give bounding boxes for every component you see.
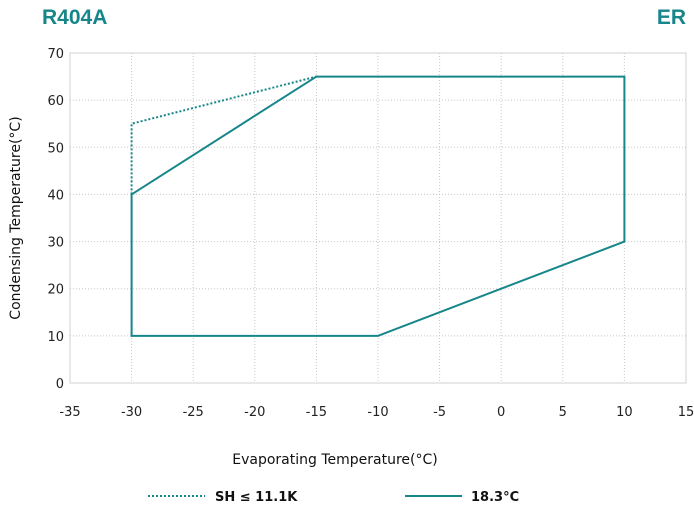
x-axis-label: Evaporating Temperature(°C)	[232, 452, 437, 468]
x-tick-label: -25	[183, 405, 204, 420]
y-tick-labels: 0 10 20 30 40 50 60 70	[47, 47, 64, 392]
series-line-envelope	[130, 75, 626, 337]
model-label: ER	[656, 6, 686, 29]
refrigerant-title: R404A	[42, 6, 108, 29]
x-tick-label: -35	[59, 405, 80, 420]
x-tick-label: -5	[433, 405, 446, 420]
y-tick-label: 10	[47, 330, 64, 345]
x-tick-label: -10	[367, 405, 388, 420]
x-tick-label: 15	[678, 405, 694, 420]
x-tick-label: -20	[244, 405, 265, 420]
x-tick-labels: -35 -30 -25 -20 -15 -10 -5 0 5 10 15	[59, 405, 694, 420]
y-tick-label: 50	[47, 141, 64, 156]
x-tick-label: -30	[121, 405, 142, 420]
x-tick-label: 5	[559, 405, 567, 420]
y-tick-label: 20	[47, 283, 64, 298]
series-lines	[130, 75, 626, 337]
x-tick-label: 0	[497, 405, 505, 420]
x-tick-label: 10	[616, 405, 633, 420]
legend: SH ≤ 11.1K 18.3°C	[148, 490, 519, 505]
y-tick-label: 40	[47, 188, 64, 203]
legend-label-sh: SH ≤ 11.1K	[215, 490, 298, 505]
y-tick-label: 0	[56, 377, 64, 392]
x-tick-label: -15	[306, 405, 327, 420]
y-tick-label: 30	[47, 236, 64, 251]
y-axis-label: Condensing Temperature(°C)	[8, 116, 24, 319]
series-line-superheat	[130, 75, 317, 195]
grid	[70, 53, 686, 383]
y-tick-label: 70	[47, 47, 64, 62]
legend-label-temp: 18.3°C	[471, 490, 519, 505]
y-tick-label: 60	[47, 94, 64, 109]
